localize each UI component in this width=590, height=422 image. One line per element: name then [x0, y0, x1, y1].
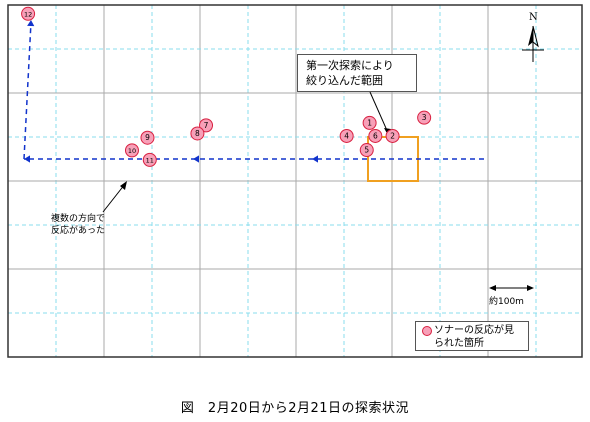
sonar-point-label: 5: [364, 146, 369, 155]
sonar-point-label: 4: [344, 131, 349, 140]
sonar-point-marker: [362, 115, 377, 130]
sonar-point-label: 9: [145, 133, 150, 142]
north-label: N: [529, 12, 538, 23]
callout-line-1: 第一次探索により: [306, 59, 394, 72]
sonar-point: 6: [368, 128, 383, 143]
sonar-point-marker: [190, 126, 205, 141]
sonar-point-marker: [359, 143, 374, 158]
sonar-point: 7: [199, 118, 214, 133]
search-area-callout: 第一次探索により 絞り込んだ範囲: [297, 54, 417, 92]
sonar-point: 10: [124, 143, 139, 158]
callout-pointer-line: [369, 91, 390, 136]
annotation-pointer-arrowhead: [120, 181, 127, 190]
sonar-point: 4: [339, 128, 354, 143]
track-arrowhead: [193, 155, 199, 163]
track-arrowhead: [27, 20, 35, 27]
sonar-point: 9: [140, 130, 155, 145]
legend-line-2: られた箇所: [434, 338, 484, 349]
sonar-point: 3: [417, 110, 432, 125]
callout-line-2: 絞り込んだ範囲: [306, 74, 383, 87]
sonar-point-label: 1: [367, 118, 372, 127]
sonar-point-label: 12: [24, 10, 32, 18]
sonar-point-label: 7: [204, 121, 209, 130]
legend: ソナーの反応が見 られた箇所: [415, 321, 529, 351]
sonar-point-label: 3: [422, 113, 427, 122]
scale-bar: [489, 285, 534, 291]
sonar-point-marker: [124, 143, 139, 158]
sonar-point-label: 2: [390, 131, 395, 140]
annotation-line-2: 反応があった: [51, 226, 106, 236]
sonar-point: 11: [142, 152, 157, 167]
track-arrowhead: [312, 155, 318, 163]
sonar-point-marker: [142, 152, 157, 167]
annotation-line-1: 複数の方向で: [51, 214, 106, 224]
map-frame: [7, 4, 583, 358]
sonar-point-marker: [368, 128, 383, 143]
sonar-point-marker: [385, 128, 400, 143]
sonar-point-label: 11: [146, 156, 154, 164]
sonar-point-marker: [417, 110, 432, 125]
sonar-point-label: 8: [195, 129, 200, 138]
sonar-point: 2: [385, 128, 400, 143]
sonar-point-label: 10: [128, 147, 136, 155]
figure-caption: 図 2月20日から2月21日の探索状況: [180, 401, 410, 416]
search-track: [23, 20, 484, 163]
sonar-point: 5: [359, 143, 374, 158]
sonar-point-marker: [199, 118, 214, 133]
annotation-pointer-line: [102, 183, 126, 213]
legend-line-1: ソナーの反応が見: [434, 325, 514, 336]
sonar-point-marker: [21, 6, 36, 21]
sonar-point-label: 6: [373, 131, 378, 140]
sonar-point: 12: [21, 6, 36, 21]
sonar-point-marker: [339, 128, 354, 143]
sonar-point-marker: [140, 130, 155, 145]
multi-direction-annotation: 複数の方向で 反応があった: [51, 213, 105, 237]
scale-label: 約100m: [489, 297, 524, 307]
sonar-point: 1: [362, 115, 377, 130]
north-arrow-icon: [522, 25, 544, 62]
sonar-point: 8: [190, 126, 205, 141]
track-northbound: [23, 21, 32, 160]
track-arrowhead: [24, 155, 30, 163]
legend-marker-icon: [422, 326, 432, 336]
